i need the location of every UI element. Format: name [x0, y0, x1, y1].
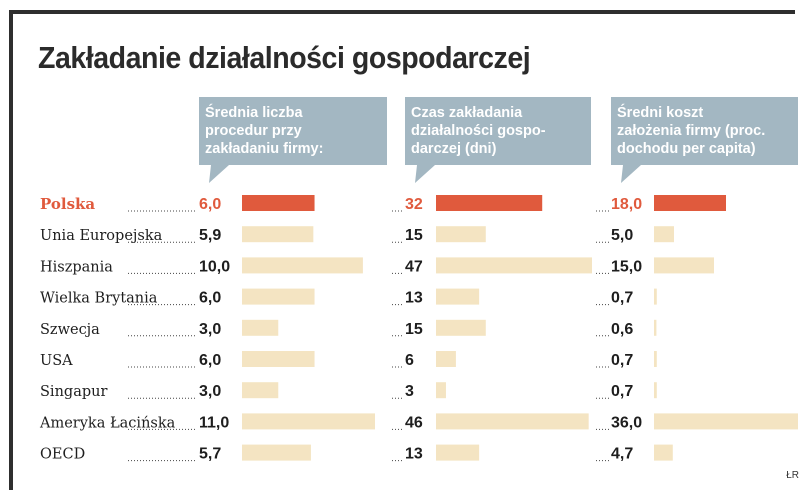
header-text-2-line-2: działalności gospo-: [411, 123, 546, 139]
bar-2: [436, 226, 486, 243]
header-text-2-line-1: Czas zakładania: [411, 105, 523, 121]
bar-3: [654, 351, 657, 367]
row-label: OECD: [40, 447, 85, 463]
header-text-1-line-1: Średnia liczba: [205, 103, 303, 121]
bar-3: [654, 195, 726, 211]
bar-3: [654, 319, 657, 336]
value-label: 11,0: [199, 414, 229, 431]
bar-2: [436, 288, 480, 305]
frame-left-rule: [9, 10, 13, 490]
bar-1: [242, 319, 279, 336]
value-label: 15: [405, 227, 423, 244]
bar-1: [242, 382, 279, 399]
value-label: 46: [405, 414, 423, 431]
value-label: 6,0: [199, 352, 221, 369]
bar-1: [242, 444, 311, 461]
value-label: 0,7: [611, 352, 633, 369]
row-label: Polska: [40, 195, 95, 213]
bar-3: [654, 382, 657, 399]
value-label: 32: [405, 196, 423, 213]
row-label: Singapur: [40, 384, 107, 400]
bar-1: [242, 226, 314, 243]
value-label: 0,7: [611, 383, 633, 400]
header-text-3-line-2: założenia firmy (proc.: [617, 123, 765, 139]
bar-1: [242, 288, 315, 305]
bar-2: [436, 413, 589, 430]
value-label: 4,7: [611, 446, 633, 463]
bar-1: [242, 195, 315, 211]
value-label: 6: [405, 352, 414, 369]
bar-1: [242, 257, 363, 274]
header-text-3-line-1: Średni koszt: [617, 103, 703, 121]
value-label: 6,0: [199, 196, 221, 213]
value-label: 0,7: [611, 290, 633, 307]
bar-3: [654, 413, 798, 430]
bar-2: [436, 382, 446, 399]
bar-1: [242, 413, 375, 430]
value-label: 0,6: [611, 321, 633, 338]
header-text-3-line-3: dochodu per capita): [617, 141, 756, 157]
header-text-2-line-3: darczej (dni): [411, 141, 497, 157]
chart-title: Zakładanie działalności gospodarczej: [38, 40, 531, 75]
bar-3: [654, 444, 673, 461]
value-label: 3,0: [199, 321, 221, 338]
header-text-1-line-3: zakładaniu firmy:: [205, 141, 323, 157]
value-label: 5,9: [199, 227, 221, 244]
bar-2: [436, 195, 543, 211]
value-label: 15,0: [611, 258, 642, 275]
value-label: 5,0: [611, 227, 633, 244]
frame-top-rule: [9, 10, 795, 14]
credit-label: ŁR: [786, 470, 799, 481]
header-box-2: [405, 97, 591, 183]
value-label: 13: [405, 446, 423, 463]
row-label: Wielka Brytania: [40, 291, 158, 307]
bar-2: [436, 351, 456, 367]
bar-2: [436, 444, 480, 461]
value-label: 6,0: [199, 290, 221, 307]
bar-3: [654, 257, 714, 274]
row-label: Unia Europejska: [40, 228, 163, 244]
row-label: USA: [40, 353, 73, 369]
header-text-1-line-2: procedur przy: [205, 123, 302, 139]
bar-2: [436, 319, 486, 336]
value-label: 3,0: [199, 383, 221, 400]
value-label: 47: [405, 258, 423, 275]
value-label: 10,0: [199, 258, 230, 275]
value-label: 13: [405, 290, 423, 307]
bar-3: [654, 226, 674, 243]
value-label: 3: [405, 383, 414, 400]
row-label: Hiszpania: [40, 259, 113, 275]
value-label: 18,0: [611, 196, 642, 213]
header-box-1: [199, 97, 387, 183]
bar-1: [242, 351, 315, 367]
row-label: Szwecja: [40, 322, 100, 338]
header-box-3: [611, 97, 798, 183]
value-label: 5,7: [199, 446, 221, 463]
row-label: Ameryka Łacińska: [39, 415, 176, 431]
bar-2: [436, 257, 592, 274]
bar-3: [654, 288, 657, 305]
value-label: 36,0: [611, 414, 642, 431]
value-label: 15: [405, 321, 423, 338]
